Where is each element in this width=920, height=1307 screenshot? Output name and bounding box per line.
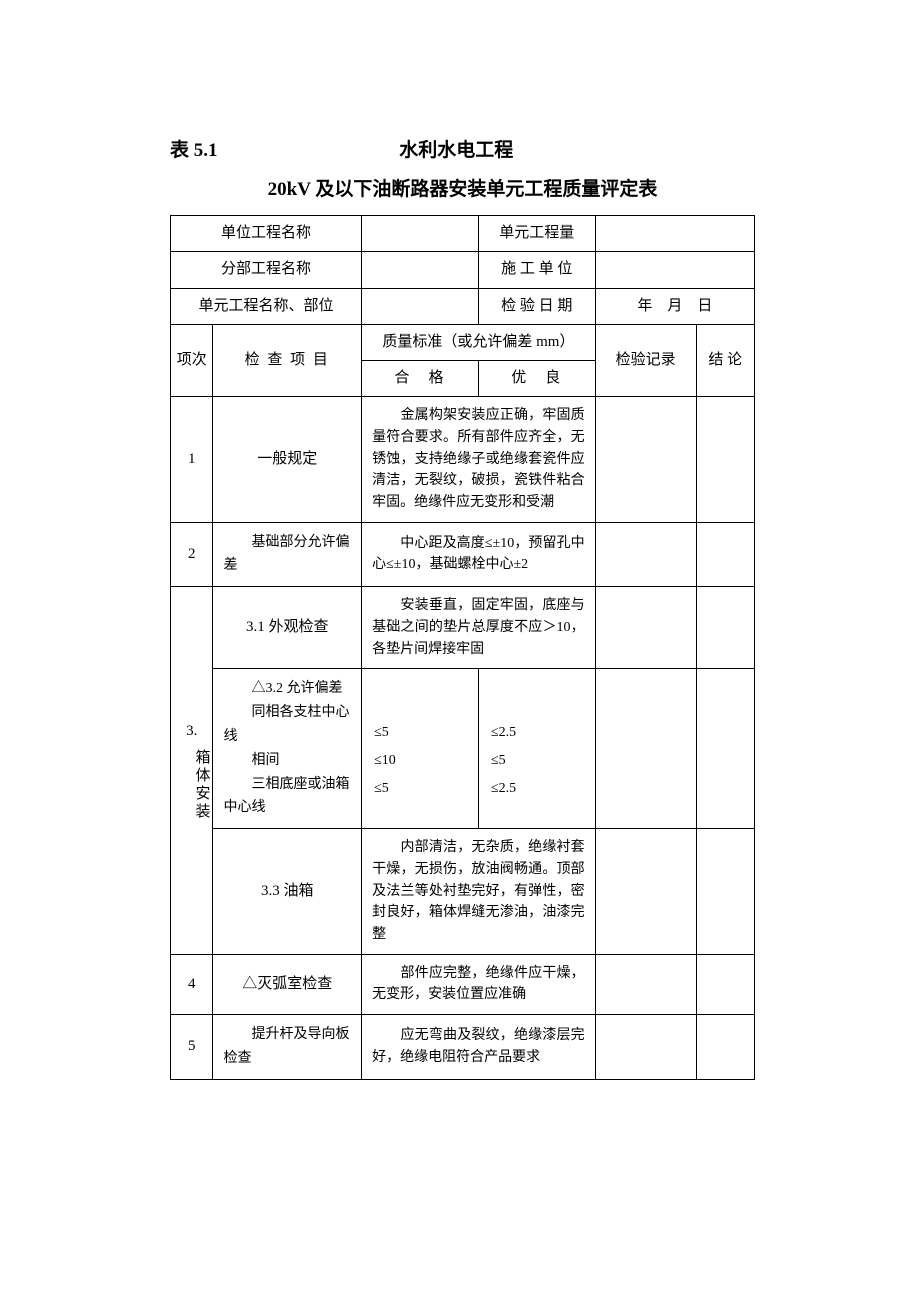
row4-std: 部件应完整，绝缘件应干燥，无变形，安装位置应准确 — [362, 954, 596, 1014]
row4-no: 4 — [171, 954, 213, 1014]
row3-2-good-c: ≤2.5 — [491, 775, 583, 803]
row5-concl — [696, 1014, 754, 1079]
data-row-1: 1 一般规定 金属构架安装应正确，牢固质量符合要求。所有部件应齐全，无锈蚀，支持… — [171, 397, 755, 522]
info-row-3: 单元工程名称、部位 检 验 日 期 年 月 日 — [171, 288, 755, 324]
unit-proj-name-value — [362, 216, 479, 252]
unit-qty-label: 单元工程量 — [478, 216, 595, 252]
row3-2-good-a: ≤2.5 — [491, 719, 583, 747]
row5-record — [595, 1014, 696, 1079]
row3-3-record — [595, 829, 696, 954]
construct-unit-label: 施 工 单 位 — [478, 252, 595, 288]
data-row-5: 5 提升杆及导向板检查 应无弯曲及裂纹，绝缘漆层完好，绝缘电阻符合产品要求 — [171, 1014, 755, 1079]
col-std: 质量标准（或允许偏差 mm） — [362, 324, 596, 360]
row2-record — [595, 522, 696, 587]
col-record: 检验记录 — [595, 324, 696, 397]
inspect-date-label: 检 验 日 期 — [478, 288, 595, 324]
row5-no: 5 — [171, 1014, 213, 1079]
data-row-2: 2 基础部分允许偏差 中心距及高度≤±10，预留孔中心≤±10，基础螺栓中心±2 — [171, 522, 755, 587]
data-row-3-2: △3.2 允许偏差 同相各支柱中心线 相间 三相底座或油箱中心线 ≤5 ≤10 … — [171, 669, 755, 829]
row2-std: 中心距及高度≤±10，预留孔中心≤±10，基础螺栓中心±2 — [362, 522, 596, 587]
info-row-2: 分部工程名称 施 工 单 位 — [171, 252, 755, 288]
row3-2-good: ≤2.5 ≤5 ≤2.5 — [478, 669, 595, 829]
row3-2-pass-b: ≤10 — [374, 747, 466, 775]
inspect-date-value: 年 月 日 — [595, 288, 754, 324]
col-seq: 项次 — [171, 324, 213, 397]
row1-record — [595, 397, 696, 522]
row3-2-pass-c: ≤5 — [374, 775, 466, 803]
main-title: 水利水电工程 — [158, 135, 755, 162]
data-row-3-1: 3. 箱体安装 3.1 外观检查 安装垂直，固定牢固，底座与基础之间的垫片总厚度… — [171, 587, 755, 669]
document-header: 表 5.1 水利水电工程 — [170, 135, 755, 162]
unit-proj-name-label: 单位工程名称 — [171, 216, 362, 252]
row3-2-pass-a: ≤5 — [374, 719, 466, 747]
sub-proj-name-value — [362, 252, 479, 288]
row1-std: 金属构架安装应正确，牢固质量符合要求。所有部件应齐全，无锈蚀，支持绝缘子或绝缘套… — [362, 397, 596, 522]
row3-group-label: 箱体安装 — [171, 749, 212, 821]
row3-2-item: △3.2 允许偏差 同相各支柱中心线 相间 三相底座或油箱中心线 — [213, 669, 362, 829]
row3-2-good-b: ≤5 — [491, 747, 583, 775]
unit-proj-part-label: 单元工程名称、部位 — [171, 288, 362, 324]
row3-2-record — [595, 669, 696, 829]
row4-record — [595, 954, 696, 1014]
info-row-1: 单位工程名称 单元工程量 — [171, 216, 755, 252]
row3-3-item: 3.3 油箱 — [213, 829, 362, 954]
col-header-row-1: 项次 检 查 项 目 质量标准（或允许偏差 mm） 检验记录 结 论 — [171, 324, 755, 360]
col-concl: 结 论 — [696, 324, 754, 397]
row3-2-concl — [696, 669, 754, 829]
row4-item: △灭弧室检查 — [213, 954, 362, 1014]
construct-unit-value — [595, 252, 754, 288]
data-row-3-3: 3.3 油箱 内部清洁，无杂质，绝缘衬套干燥，无损伤，放油阀畅通。顶部及法兰等处… — [171, 829, 755, 954]
col-good: 优 良 — [478, 361, 595, 397]
unit-qty-value — [595, 216, 754, 252]
row3-3-std: 内部清洁，无杂质，绝缘衬套干燥，无损伤，放油阀畅通。顶部及法兰等处衬垫完好，有弹… — [362, 829, 596, 954]
col-item: 检 查 项 目 — [213, 324, 362, 397]
sub-proj-name-label: 分部工程名称 — [171, 252, 362, 288]
row5-std: 应无弯曲及裂纹，绝缘漆层完好，绝缘电阻符合产品要求 — [362, 1014, 596, 1079]
row3-1-item: 3.1 外观检查 — [213, 587, 362, 669]
row3-no: 3. — [171, 720, 212, 743]
row4-concl — [696, 954, 754, 1014]
unit-proj-part-value — [362, 288, 479, 324]
row1-no: 1 — [171, 397, 213, 522]
document-subtitle: 20kV 及以下油断路器安装单元工程质量评定表 — [170, 174, 755, 201]
row3-1-concl — [696, 587, 754, 669]
row2-item: 基础部分允许偏差 — [213, 522, 362, 587]
row1-concl — [696, 397, 754, 522]
row3-group: 3. 箱体安装 — [171, 587, 213, 954]
row2-concl — [696, 522, 754, 587]
row3-2-pass: ≤5 ≤10 ≤5 — [362, 669, 479, 829]
data-row-4: 4 △灭弧室检查 部件应完整，绝缘件应干燥，无变形，安装位置应准确 — [171, 954, 755, 1014]
row2-no: 2 — [171, 522, 213, 587]
row1-item: 一般规定 — [213, 397, 362, 522]
evaluation-table: 单位工程名称 单元工程量 分部工程名称 施 工 单 位 单元工程名称、部位 检 … — [170, 215, 755, 1080]
col-pass: 合 格 — [362, 361, 479, 397]
row3-1-std: 安装垂直，固定牢固，底座与基础之间的垫片总厚度不应＞10，各垫片间焊接牢固 — [362, 587, 596, 669]
row5-item: 提升杆及导向板检查 — [213, 1014, 362, 1079]
row3-3-concl — [696, 829, 754, 954]
row3-1-record — [595, 587, 696, 669]
